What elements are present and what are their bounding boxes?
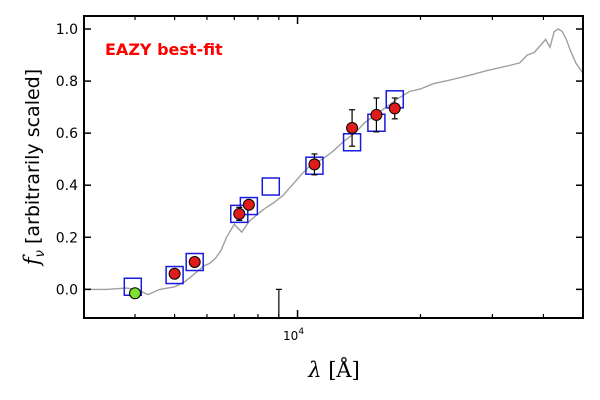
y-tick-label: 0.6 — [56, 126, 78, 142]
tick-layer: 0.0 0.2 0.4 0.6 0.8 1.0 104 — [56, 16, 583, 343]
data-point — [168, 267, 181, 280]
model-square — [185, 252, 204, 272]
y-tick-label: 0.4 — [56, 178, 78, 194]
data-point — [308, 158, 321, 171]
annotation-label: EAZY best-fit — [105, 40, 223, 59]
data-point — [346, 121, 359, 134]
data-layer — [84, 28, 583, 318]
x-axis-title: λ [Å] — [307, 357, 360, 382]
y-axis-title: fν [arbitrarily scaled] — [20, 69, 48, 267]
y-tick-label: 0.2 — [56, 230, 78, 246]
x-tick-label: 104 — [283, 327, 304, 343]
data-point — [188, 256, 201, 269]
y-tick-label: 0.0 — [56, 282, 78, 298]
plot-frame — [83, 15, 584, 319]
model-square — [261, 177, 281, 196]
model-square — [239, 196, 259, 216]
nondetection-point — [129, 287, 142, 300]
data-point — [388, 102, 401, 115]
data-point — [242, 198, 255, 211]
y-tick-label: 1.0 — [56, 22, 78, 38]
y-tick-label: 0.8 — [56, 74, 78, 90]
plot-area — [84, 16, 583, 318]
data-point — [233, 207, 246, 220]
model-square — [165, 265, 184, 285]
data-point — [370, 108, 383, 121]
